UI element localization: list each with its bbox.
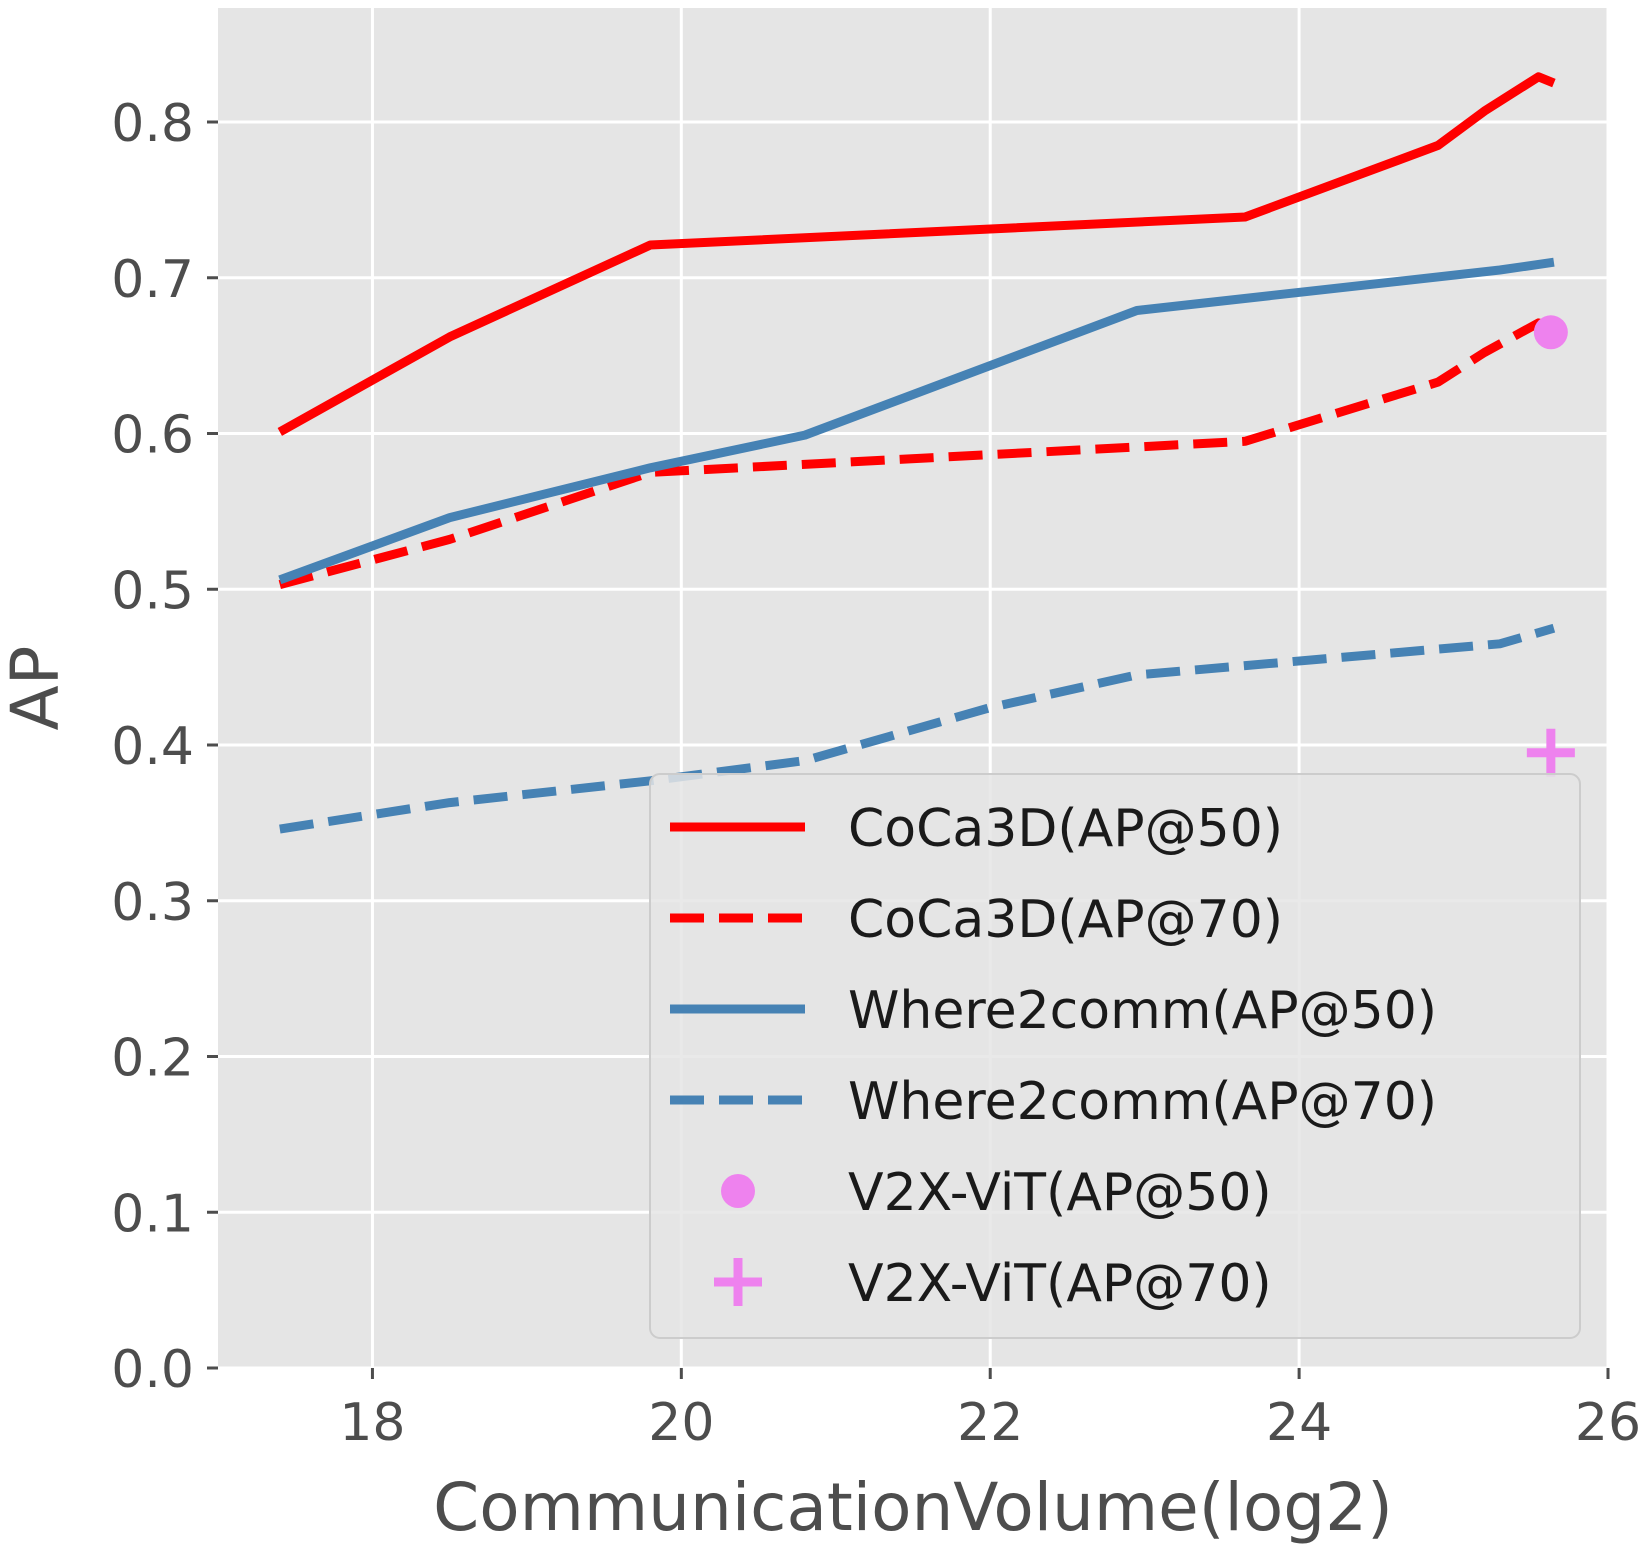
- y-tick-label: 0.5: [111, 561, 194, 621]
- y-tick-label: 0.1: [111, 1184, 194, 1244]
- x-tick-label: 24: [1266, 1393, 1332, 1453]
- axis-ticks: 18 20 22 24 26 0.0 0.1 0.2 0.3 0.4 0.5 0.6 0.7 0.8: [111, 94, 1641, 1453]
- y-tick-label: 0.7: [111, 250, 194, 310]
- x-tick-label: 20: [648, 1393, 714, 1453]
- x-axis-title: CommunicationVolume(log2): [433, 1469, 1393, 1546]
- point-v2x-vit-ap-70: [1526, 728, 1575, 777]
- y-tick-label: 0.2: [111, 1029, 194, 1089]
- legend: CoCa3D(AP@50) CoCa3D(AP@70) Where2comm(AP@…: [649, 773, 1581, 1339]
- series-line-coca3d-ap-50: [277, 72, 1556, 436]
- y-tick-label: 0.6: [111, 406, 194, 466]
- y-tick-label: 0.8: [111, 94, 194, 154]
- legend-swatch-v2x-vit-ap-70: [714, 1258, 762, 1306]
- y-tick-label: 0.4: [111, 717, 194, 777]
- legend-label-coca3d-ap-70: CoCa3D(AP@70): [848, 890, 1283, 950]
- legend-swatch-v2x-vit-ap-50: [721, 1174, 755, 1208]
- legend-frame: [649, 773, 1581, 1339]
- x-tick-label: 22: [957, 1393, 1023, 1453]
- y-tick-label: 0.0: [111, 1340, 194, 1400]
- series-line-where2comm-ap-50: [278, 257, 1555, 585]
- legend-label-v2x-vit-ap-70: V2X-ViT(AP@70): [848, 1254, 1272, 1314]
- series-layer: [277, 72, 1575, 834]
- y-tick-label: 0.3: [111, 873, 194, 933]
- series-line-coca3d-ap-70: [278, 318, 1556, 589]
- point-v2x-vit-ap-50: [1533, 315, 1568, 350]
- legend-label-where2comm-ap-50: Where2comm(AP@50): [848, 981, 1437, 1041]
- series-line-where2comm-ap-70: [279, 623, 1556, 834]
- x-tick-label: 26: [1575, 1393, 1641, 1453]
- legend-label-coca3d-ap-50: CoCa3D(AP@50): [848, 799, 1283, 859]
- y-axis-title: AP: [0, 646, 74, 731]
- x-tick-label: 18: [339, 1393, 405, 1453]
- legend-label-v2x-vit-ap-50: V2X-ViT(AP@50): [848, 1163, 1272, 1223]
- legend-label-where2comm-ap-70: Where2comm(AP@70): [848, 1072, 1437, 1132]
